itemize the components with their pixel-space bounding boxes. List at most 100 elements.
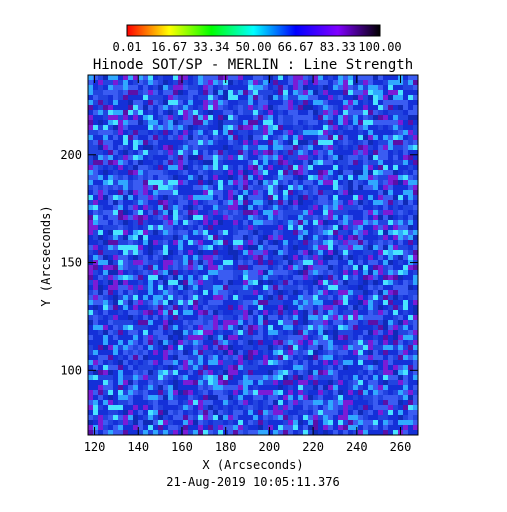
heatmap-cell — [108, 380, 113, 385]
heatmap-cell — [358, 360, 363, 365]
heatmap-cell — [148, 185, 153, 190]
heatmap-cell — [198, 205, 203, 210]
heatmap-cell — [143, 80, 148, 85]
heatmap-cell — [253, 400, 258, 405]
heatmap-cell — [173, 225, 178, 230]
heatmap-cell — [253, 205, 258, 210]
heatmap-cell — [398, 305, 403, 310]
heatmap-cell — [173, 290, 178, 295]
heatmap-cell — [348, 85, 353, 90]
heatmap-cell — [403, 400, 408, 405]
heatmap-cell — [398, 200, 403, 205]
heatmap-cell — [133, 325, 138, 330]
heatmap-cell — [368, 400, 373, 405]
heatmap-cell — [368, 385, 373, 390]
heatmap-cell — [138, 190, 143, 195]
heatmap-cell — [148, 120, 153, 125]
heatmap-cell — [373, 300, 378, 305]
heatmap-cell — [378, 385, 383, 390]
heatmap-cell — [153, 305, 158, 310]
heatmap-cell — [338, 180, 343, 185]
heatmap-cell — [253, 330, 258, 335]
heatmap-cell — [133, 335, 138, 340]
heatmap-cell — [128, 160, 133, 165]
heatmap-cell — [328, 315, 333, 320]
heatmap-cell — [308, 230, 313, 235]
heatmap-cell — [303, 355, 308, 360]
heatmap-cell — [153, 320, 158, 325]
heatmap-cell — [123, 170, 128, 175]
heatmap-cell — [133, 425, 138, 430]
heatmap-cell — [173, 75, 178, 80]
heatmap-cell — [168, 175, 173, 180]
heatmap-cell — [353, 110, 358, 115]
heatmap-cell — [338, 170, 343, 175]
heatmap-cell — [153, 95, 158, 100]
heatmap-cell — [353, 335, 358, 340]
heatmap-cell — [253, 225, 258, 230]
heatmap-cell — [253, 420, 258, 425]
heatmap-cell — [133, 255, 138, 260]
heatmap-cell — [268, 215, 273, 220]
heatmap-cell — [403, 345, 408, 350]
heatmap-cell — [323, 165, 328, 170]
heatmap-cell — [303, 205, 308, 210]
heatmap-cell — [333, 265, 338, 270]
heatmap-cell — [373, 230, 378, 235]
heatmap-cell — [148, 150, 153, 155]
heatmap-cell — [103, 280, 108, 285]
heatmap-cell — [373, 135, 378, 140]
heatmap-cell — [223, 260, 228, 265]
heatmap-cell — [298, 95, 303, 100]
heatmap-cell — [168, 405, 173, 410]
heatmap-cell — [248, 240, 253, 245]
heatmap-cell — [228, 400, 233, 405]
heatmap-cell — [378, 85, 383, 90]
heatmap-cell — [208, 180, 213, 185]
heatmap-cell — [383, 335, 388, 340]
heatmap-cell — [138, 380, 143, 385]
heatmap-cell — [203, 325, 208, 330]
heatmap-cell — [293, 415, 298, 420]
heatmap-cell — [148, 375, 153, 380]
heatmap-cell — [378, 290, 383, 295]
heatmap-cell — [253, 145, 258, 150]
heatmap-cell — [213, 105, 218, 110]
heatmap-cell — [168, 105, 173, 110]
heatmap-cell — [413, 220, 418, 225]
heatmap-cell — [193, 375, 198, 380]
heatmap-cell — [238, 320, 243, 325]
heatmap-cell — [143, 320, 148, 325]
heatmap-cell — [173, 425, 178, 430]
heatmap-cell — [223, 365, 228, 370]
heatmap-cell — [128, 325, 133, 330]
heatmap-cell — [103, 335, 108, 340]
heatmap-cell — [328, 210, 333, 215]
heatmap-cell — [393, 255, 398, 260]
heatmap-cell — [228, 345, 233, 350]
heatmap-cell — [258, 190, 263, 195]
heatmap-cell — [313, 350, 318, 355]
heatmap-cell — [333, 145, 338, 150]
heatmap-cell — [343, 390, 348, 395]
heatmap-cell — [218, 360, 223, 365]
heatmap-cell — [373, 110, 378, 115]
heatmap-cell — [148, 410, 153, 415]
heatmap-cell — [298, 165, 303, 170]
heatmap-cell — [378, 100, 383, 105]
heatmap-cell — [218, 190, 223, 195]
heatmap-cell — [188, 85, 193, 90]
heatmap-cell — [348, 315, 353, 320]
heatmap-cell — [258, 275, 263, 280]
heatmap-cell — [263, 350, 268, 355]
heatmap-cell — [208, 210, 213, 215]
heatmap-cell — [183, 330, 188, 335]
heatmap-cell — [113, 350, 118, 355]
heatmap-cell — [228, 235, 233, 240]
heatmap-cell — [183, 400, 188, 405]
heatmap-cell — [338, 250, 343, 255]
heatmap-cell — [238, 390, 243, 395]
heatmap-cell — [383, 115, 388, 120]
heatmap-cell — [168, 100, 173, 105]
heatmap-cell — [353, 270, 358, 275]
